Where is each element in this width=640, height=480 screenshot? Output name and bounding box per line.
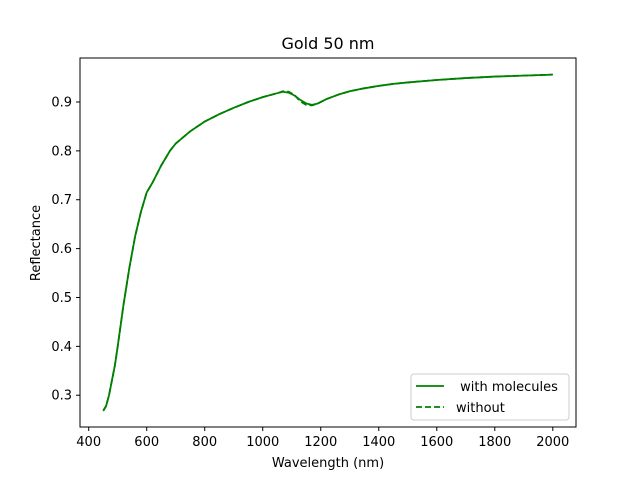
legend: with molecules without xyxy=(410,373,570,421)
y-axis: 0.3 0.4 0.5 0.6 0.7 0.8 0.9 xyxy=(51,95,80,404)
y-axis-label: Reflectance xyxy=(29,205,44,281)
plot-lines xyxy=(102,73,553,412)
series-line-with-molecules xyxy=(102,73,553,412)
series-line-without xyxy=(102,73,553,412)
x-tick-label: 1400 xyxy=(362,435,395,450)
x-tick-label: 1000 xyxy=(246,435,279,450)
legend-label-with-molecules: with molecules xyxy=(456,380,558,395)
x-axis-label: Wavelength (nm) xyxy=(272,456,384,471)
x-tick-label: 600 xyxy=(134,435,159,450)
x-tick-label: 1200 xyxy=(304,435,337,450)
x-tick-label: 800 xyxy=(192,435,217,450)
chart-title: Gold 50 nm xyxy=(281,34,374,53)
y-tick-label: 0.6 xyxy=(51,242,72,257)
x-axis: 400 600 800 1000 1200 1400 1600 1800 2000 xyxy=(76,427,569,450)
y-tick-label: 0.7 xyxy=(51,193,72,208)
y-tick-label: 0.5 xyxy=(51,291,72,306)
y-tick-label: 0.8 xyxy=(51,144,72,159)
y-tick-label: 0.4 xyxy=(51,340,72,355)
y-tick-label: 0.9 xyxy=(51,95,72,110)
x-tick-label: 1600 xyxy=(420,435,453,450)
y-tick-label: 0.3 xyxy=(51,389,72,404)
legend-label-without: without xyxy=(456,401,505,416)
x-tick-label: 1800 xyxy=(478,435,511,450)
x-tick-label: 400 xyxy=(76,435,101,450)
legend-box xyxy=(410,373,570,421)
x-tick-label: 2000 xyxy=(536,435,569,450)
plot-area-frame xyxy=(79,57,577,428)
